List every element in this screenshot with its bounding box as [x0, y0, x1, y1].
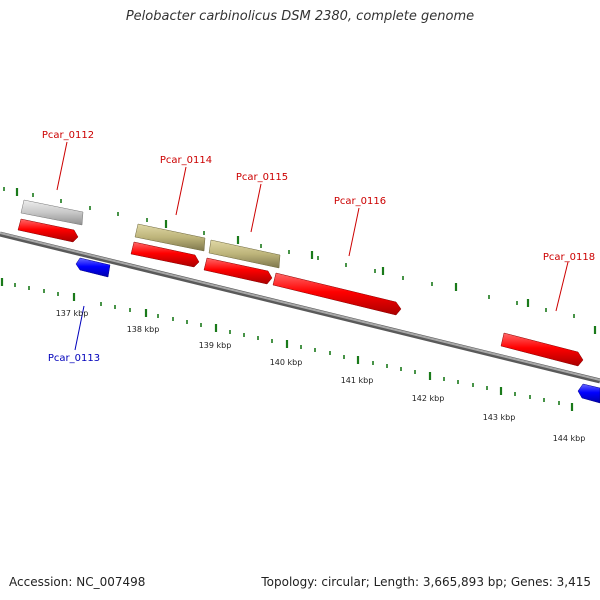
gene-forward-pcar-0114[interactable] [130, 241, 200, 268]
gene-label-pcar-0112[interactable]: Pcar_0112 [42, 130, 94, 141]
gene-label-pcar-0113[interactable]: Pcar_0113 [48, 353, 100, 364]
gene-reverse-pcar-0113[interactable] [75, 257, 111, 278]
feature-gray-pcar-0112 [20, 199, 84, 226]
upper-tick-track [3, 187, 597, 334]
gene-forward-pcar-0115[interactable] [203, 257, 273, 285]
feature-tan-pcar-0115 [208, 239, 281, 269]
scale-label-139: 139 kbp [199, 341, 232, 350]
feature-tan-pcar-0114 [134, 223, 206, 252]
scale-labels: 137 kbp 138 kbp 139 kbp 140 kbp 141 kbp … [56, 309, 586, 443]
gene-label-pcar-0115[interactable]: Pcar_0115 [236, 172, 288, 183]
scale-label-144: 144 kbp [553, 434, 586, 443]
gene-label-pcar-0116[interactable]: Pcar_0116 [334, 196, 386, 207]
genome-backbone [0, 231, 600, 384]
scale-label-143: 143 kbp [483, 413, 516, 422]
label-leaders [56, 141, 569, 351]
scale-label-140: 140 kbp [270, 358, 303, 367]
gene-reverse-right-edge[interactable] [577, 383, 600, 404]
gene-forward-pcar-0112[interactable] [17, 218, 79, 243]
lower-tick-track [0, 278, 574, 411]
scale-label-141: 141 kbp [341, 376, 374, 385]
scale-label-138: 138 kbp [127, 325, 160, 334]
gene-forward-pcar-0118[interactable] [500, 332, 584, 367]
genome-summary-text: Topology: circular; Length: 3,665,893 bp… [261, 575, 591, 589]
scale-label-142: 142 kbp [412, 394, 445, 403]
accession-text: Accession: NC_007498 [9, 575, 146, 589]
scale-label-137: 137 kbp [56, 309, 89, 318]
gene-label-pcar-0114[interactable]: Pcar_0114 [160, 155, 212, 166]
gene-label-pcar-0118[interactable]: Pcar_0118 [543, 252, 595, 263]
gene-forward-pcar-0116[interactable] [272, 272, 402, 316]
map-title: Pelobacter carbinolicus DSM 2380, comple… [125, 9, 475, 24]
gene-labels: Pcar_0112 Pcar_0113 Pcar_0114 Pcar_0115 … [42, 130, 595, 364]
